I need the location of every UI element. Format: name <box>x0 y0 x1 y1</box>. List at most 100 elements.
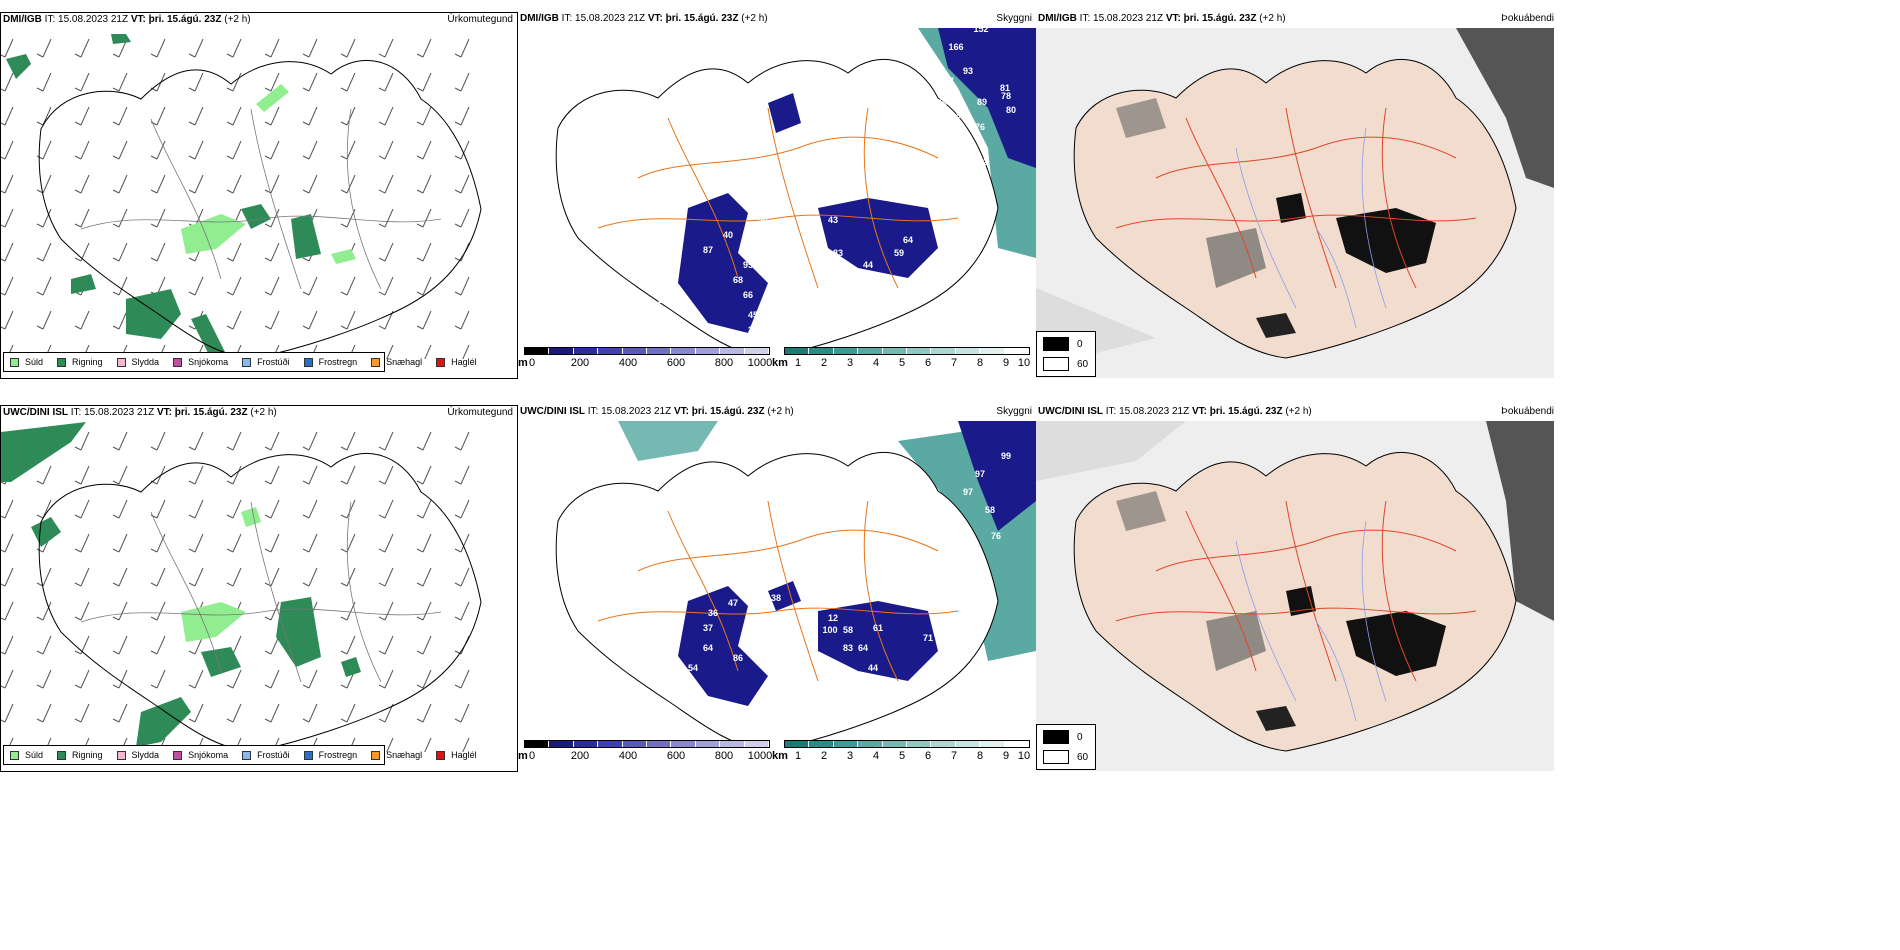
cloud-base-label: 41 <box>868 287 878 297</box>
wind-barb <box>1 669 14 689</box>
wind-barb <box>454 533 470 553</box>
wind-barb <box>188 567 204 587</box>
wind-barb <box>1 703 14 723</box>
wind-barb <box>150 533 166 553</box>
wind-barb <box>454 431 470 451</box>
wind-barb <box>416 242 432 262</box>
wind-barb <box>264 140 280 160</box>
wind-barb <box>36 499 52 519</box>
wind-barb <box>302 38 318 58</box>
cloud-base-label: 92 <box>885 29 895 39</box>
fog-swatch <box>1043 337 1069 351</box>
wind-barb <box>416 208 432 228</box>
wind-barb <box>378 465 394 485</box>
wind-barb <box>378 533 394 553</box>
legend-swatch <box>303 750 313 760</box>
wind-barb <box>74 106 90 126</box>
wind-barb <box>302 276 318 296</box>
wind-barb <box>454 242 470 262</box>
wind-barb <box>302 106 318 126</box>
cloud-base-label: 166 <box>948 42 963 52</box>
height-scale-unit: m <box>518 750 528 762</box>
visibility-scale-labels: 1 2 3 4 5 6 7 8 9 10 <box>794 357 1031 369</box>
wind-barb <box>226 465 242 485</box>
wind-barb <box>386 737 394 752</box>
wind-barb <box>150 174 166 194</box>
legend-swatch <box>303 357 313 367</box>
wind-barb <box>302 533 318 553</box>
wind-barb <box>340 276 356 296</box>
fog-legend-row: 0 <box>1043 337 1083 351</box>
wind-barb <box>302 72 318 92</box>
cloud-base-label: 45 <box>748 310 758 320</box>
cloud-base-label: 29 <box>763 693 773 703</box>
fog-legend: 0 60 <box>1036 724 1096 770</box>
wind-barb <box>226 242 242 262</box>
wind-barb <box>74 465 90 485</box>
cloud-base-label: 54 <box>758 215 768 225</box>
cloud-base-label: 68 <box>733 275 743 285</box>
wind-barb <box>378 242 394 262</box>
wind-barb <box>112 242 128 262</box>
precip-type-panel-bottom: UWC/DINI ISL IT: 15.08.2023 21Z VT: þri.… <box>0 405 518 772</box>
precip-areas <box>6 34 356 359</box>
wind-barb <box>1 174 14 194</box>
legend-swatch <box>242 357 252 367</box>
wind-barb <box>264 208 280 228</box>
cloud-base-label: 54 <box>688 663 698 673</box>
wind-barb <box>74 174 90 194</box>
cloud-base-label: 72 <box>978 157 988 167</box>
wind-barb <box>74 38 90 58</box>
visibility-scale: km 1 2 3 4 5 6 7 8 9 10 <box>772 740 1034 770</box>
cloud-base-label: 99 <box>1001 451 1011 461</box>
wind-barb <box>264 601 280 621</box>
wind-barb <box>416 703 432 723</box>
wind-barb <box>264 242 280 262</box>
wind-barb <box>454 635 470 655</box>
wind-barb <box>1 72 14 92</box>
wind-barb <box>264 635 280 655</box>
cloud-base-label: 80 <box>1006 105 1016 115</box>
wind-barb <box>416 499 432 519</box>
wind-barb <box>264 431 280 451</box>
iceland-coastline <box>38 452 482 752</box>
cloud-base-label: 11 <box>639 117 649 127</box>
wind-barb <box>454 669 470 689</box>
wind-barb <box>378 38 394 58</box>
legend-item: Snæhagl <box>371 357 422 367</box>
legend-swatch <box>57 357 67 367</box>
wind-barb <box>454 276 470 296</box>
wind-barb <box>150 106 166 126</box>
wind-barb <box>188 106 204 126</box>
wind-barb <box>302 140 318 160</box>
legend-swatch <box>371 357 381 367</box>
roads <box>80 501 442 683</box>
cloud-base-label: 83 <box>843 643 853 653</box>
wind-barb <box>416 465 432 485</box>
cloud-base-label: 11 <box>688 678 698 688</box>
cloud-base-label: 76 <box>975 122 985 132</box>
legend-swatch <box>10 750 19 760</box>
wind-barb <box>188 140 204 160</box>
cloud-base-label: 37 <box>748 325 758 335</box>
cloud-base-label: 30 <box>768 325 778 335</box>
precip-legend: Súld Rigning Slydda Snjókoma Frostúði Fr… <box>3 745 477 765</box>
precip-areas <box>1 422 361 747</box>
cloud-base-label: 78 <box>1001 91 1011 101</box>
cloud-base-label: 97 <box>963 487 973 497</box>
wind-barb <box>454 310 470 330</box>
visibility-scale-ramp <box>784 347 1030 355</box>
wind-barb <box>226 140 242 160</box>
cloud-base-label: 101 <box>810 598 825 608</box>
wind-barb <box>340 635 356 655</box>
panel-header: DMI/IGB IT: 15.08.2023 21Z VT: þri. 15.á… <box>1038 13 1286 24</box>
cloud-base-label: 76 <box>991 531 1001 541</box>
wind-barb <box>264 106 280 126</box>
wind-barb <box>36 174 52 194</box>
panel-header: DMI/IGB IT: 15.08.2023 21Z VT: þri. 15.á… <box>520 13 768 24</box>
wind-barb <box>340 703 356 723</box>
cloud-base-label: 52 <box>763 613 773 623</box>
wind-barb <box>302 174 318 194</box>
wind-barb <box>378 635 394 655</box>
